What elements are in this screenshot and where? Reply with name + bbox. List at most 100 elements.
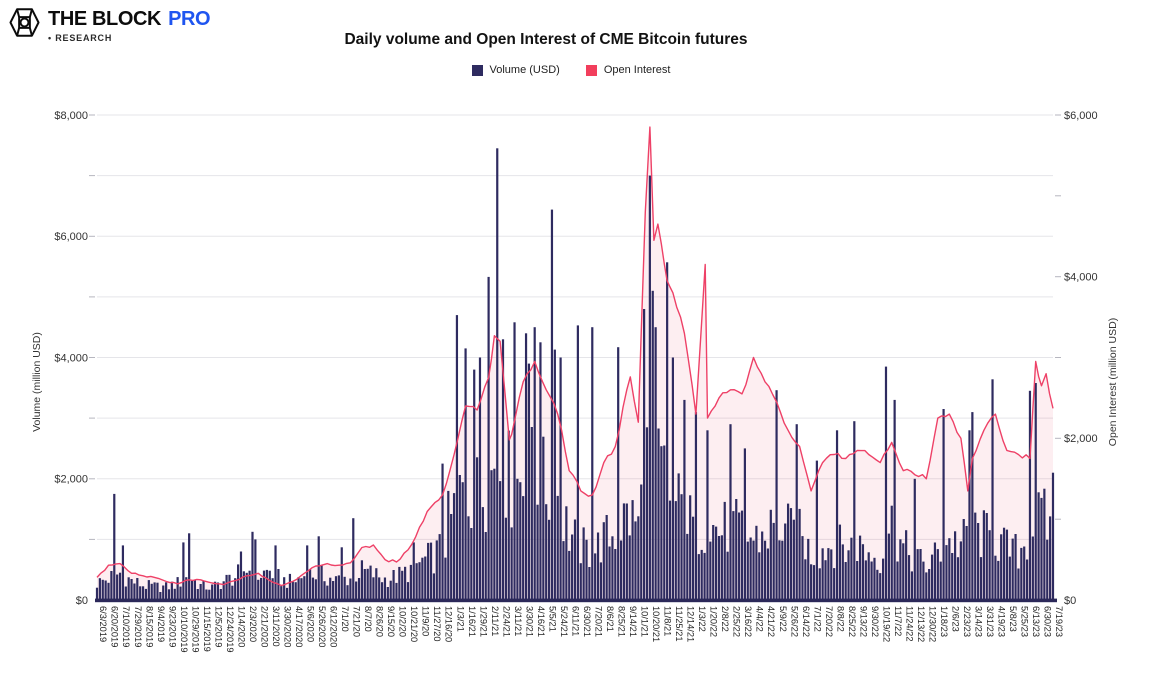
volume-bar <box>631 500 634 600</box>
volume-bar <box>357 578 361 600</box>
x-axis-label: 2/24/21 <box>501 606 511 637</box>
volume-bar <box>1043 488 1046 600</box>
x-axis-label: 11/24/22 <box>905 606 915 642</box>
x-axis-label: 11/8/21 <box>663 606 673 636</box>
volume-bar <box>242 571 245 600</box>
volume-bar <box>568 550 571 600</box>
volume-bar <box>412 542 415 600</box>
volume-bar <box>326 585 329 600</box>
x-axis-label: 4/19/23 <box>997 606 1007 637</box>
volume-bar <box>683 399 686 600</box>
x-axis-label: 6/30/21 <box>582 606 592 637</box>
volume-bar <box>455 315 459 600</box>
volume-bar <box>219 589 222 600</box>
volume-bar <box>928 569 931 600</box>
volume-bar <box>666 262 669 600</box>
volume-bar <box>173 588 176 600</box>
volume-bar <box>311 577 315 600</box>
x-axis-label: 7/21/20 <box>352 606 362 637</box>
x-axis-label: 2/11/21 <box>490 606 500 636</box>
legend-item-open-interest[interactable]: Open Interest <box>585 64 670 76</box>
volume-bar <box>98 578 101 600</box>
x-axis-label: 1/14/2020 <box>236 606 246 647</box>
volume-bar <box>159 592 162 600</box>
volume-bar <box>884 366 888 600</box>
legend-label-volume: Volume (USD) <box>489 64 560 76</box>
volume-bar <box>847 550 850 600</box>
volume-bar <box>735 499 738 600</box>
volume-bar <box>547 519 551 600</box>
volume-bar <box>104 580 107 600</box>
volume-bar <box>513 322 516 600</box>
x-axis-label: 3/31/23 <box>985 606 995 637</box>
volume-bar <box>691 516 695 600</box>
volume-bar <box>363 569 366 600</box>
x-axis-label: 6/13/23 <box>1031 606 1041 637</box>
left-axis-label: $2,000 <box>54 474 88 486</box>
x-axis-label: 11/25/21 <box>674 606 684 642</box>
volume-bar <box>766 548 770 600</box>
volume-bar <box>524 333 528 601</box>
x-axis-label: 7/20/22 <box>824 606 834 637</box>
volume-bar <box>369 565 372 600</box>
logo-text: THE BLOCK PRO • RESEARCH <box>48 6 211 43</box>
volume-bar <box>211 584 214 600</box>
x-axis-label: 6/30/23 <box>1043 606 1053 637</box>
volume-bar <box>317 536 320 600</box>
volume-bar <box>432 573 435 600</box>
volume-bar <box>1014 534 1017 600</box>
volume-bar <box>709 541 712 600</box>
x-axis-label: 7/10/2019 <box>121 606 131 647</box>
volume-bar <box>887 533 890 600</box>
volume-bar <box>285 587 289 600</box>
volume-bar <box>746 541 749 600</box>
volume-bar <box>1017 568 1020 600</box>
volume-bar <box>812 565 816 600</box>
volume-bar <box>939 561 942 600</box>
volume-bar <box>614 549 617 600</box>
volume-bar <box>268 570 271 600</box>
volume-bar <box>956 557 960 600</box>
volume-bar <box>850 537 853 600</box>
volume-bar <box>844 562 847 600</box>
x-axis-label: 2/3/2020 <box>248 606 258 642</box>
x-axis-label: 2/21/2020 <box>260 606 270 647</box>
left-axis-label: $4,000 <box>54 352 88 364</box>
volume-bar <box>749 537 752 600</box>
volume-bar <box>231 585 234 600</box>
volume-bar <box>441 463 444 600</box>
volume-bar <box>740 510 744 600</box>
volume-bar <box>438 534 441 600</box>
x-axis-label: 9/4/2019 <box>156 606 166 642</box>
volume-bar <box>979 557 983 600</box>
volume-bar <box>499 481 502 600</box>
volume-bar <box>602 522 605 600</box>
volume-bar <box>337 575 340 600</box>
volume-bar <box>1051 472 1055 600</box>
volume-bar <box>997 560 1000 600</box>
volume-bar <box>136 578 139 600</box>
legend-item-volume[interactable]: Volume (USD) <box>471 64 560 76</box>
volume-bar <box>608 546 611 600</box>
volume-bar <box>372 577 375 600</box>
volume-bar <box>262 570 266 600</box>
x-axis-label: 8/15/2019 <box>144 606 154 647</box>
volume-bar <box>303 576 306 600</box>
volume-bar <box>360 560 364 600</box>
volume-bar <box>720 535 723 600</box>
volume-bar <box>216 582 220 600</box>
volume-bar <box>994 555 997 600</box>
volume-bar <box>156 582 159 600</box>
volume-bar <box>265 569 268 600</box>
volume-bar <box>905 530 908 600</box>
volume-bar <box>323 581 326 600</box>
volume-bar <box>781 540 784 600</box>
volume-bar <box>1005 529 1009 600</box>
x-axis-label: 9/13/22 <box>858 606 868 637</box>
volume-bar <box>556 495 559 600</box>
x-axis-label: 10/20/21 <box>651 606 661 642</box>
volume-bar <box>596 532 600 600</box>
right-axis-label: $2,000 <box>1064 433 1098 445</box>
volume-bar <box>329 577 332 600</box>
volume-bar <box>306 545 309 600</box>
